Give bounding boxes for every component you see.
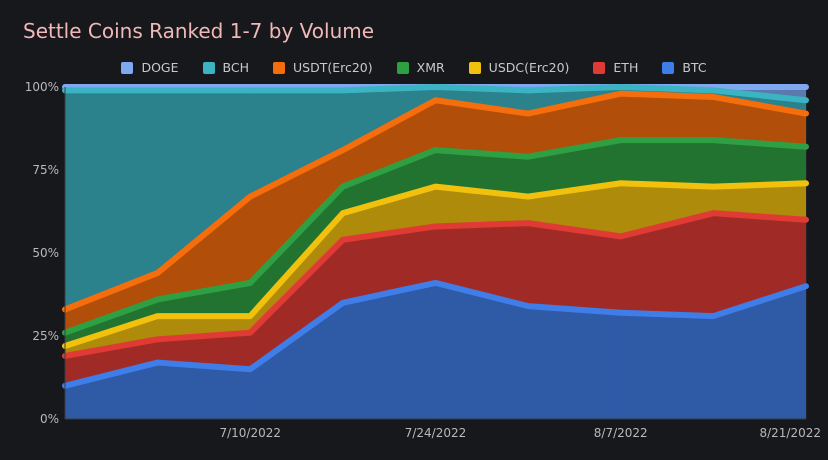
- legend-label-usdc-erc20: USDC(Erc20): [488, 60, 570, 75]
- legend-item-eth[interactable]: ETH: [593, 60, 638, 75]
- line-btc: [62, 279, 809, 389]
- line-usdt-erc20: [62, 90, 809, 313]
- area-bch: [65, 87, 806, 310]
- legend-swatch-doge: [121, 61, 134, 74]
- line-xmr: [62, 137, 809, 336]
- area-xmr: [65, 140, 806, 346]
- legend-swatch-usdt-erc20: [272, 61, 285, 74]
- legend-label-usdt-erc20: USDT(Erc20): [292, 60, 373, 75]
- y-tick-label-100: 100%: [25, 80, 59, 94]
- legend-label-eth: ETH: [613, 60, 639, 75]
- legend-swatch-xmr: [396, 61, 409, 74]
- legend-swatch-usdc-erc20: [468, 61, 481, 74]
- legend-item-xmr[interactable]: XMR: [396, 60, 445, 75]
- area-usdt-erc20: [65, 93, 806, 333]
- legend: DOGE BCH USDT(Erc20) XMR USDC(Erc20) ETH BTC: [0, 60, 828, 75]
- legend-swatch-bch: [202, 61, 215, 74]
- legend-item-bch[interactable]: BCH: [202, 60, 249, 75]
- line-usdc-erc20: [62, 180, 809, 349]
- line-bch: [62, 84, 809, 104]
- y-tick-label-25: 25%: [32, 329, 59, 343]
- legend-label-xmr: XMR: [416, 60, 445, 75]
- area-usdc-erc20: [65, 183, 806, 356]
- x-tick-label-7-24-2022: 7/24/2022: [405, 426, 467, 440]
- legend-item-usdt-erc20[interactable]: USDT(Erc20): [272, 60, 373, 75]
- legend-item-btc[interactable]: BTC: [662, 60, 707, 75]
- legend-label-doge: DOGE: [141, 60, 179, 75]
- line-eth: [62, 210, 809, 359]
- legend-label-btc: BTC: [682, 60, 707, 75]
- x-tick-label-7-10-2022: 7/10/2022: [219, 426, 281, 440]
- legend-item-usdc-erc20[interactable]: USDC(Erc20): [468, 60, 570, 75]
- chart-title: Settle Coins Ranked 1-7 by Volume: [23, 19, 375, 43]
- area-btc: [65, 282, 806, 419]
- legend-swatch-eth: [593, 61, 606, 74]
- legend-swatch-btc: [662, 61, 675, 74]
- x-tick-label-8-7-2022: 8/7/2022: [594, 426, 648, 440]
- y-tick-label-50: 50%: [32, 246, 59, 260]
- area-eth: [65, 213, 806, 386]
- legend-item-doge[interactable]: DOGE: [121, 60, 179, 75]
- legend-label-bch: BCH: [222, 60, 249, 75]
- y-tick-label-0: 0%: [40, 412, 59, 426]
- y-tick-label-75: 75%: [32, 163, 59, 177]
- x-tick-label-8-21-2022: 8/21/2022: [759, 426, 821, 440]
